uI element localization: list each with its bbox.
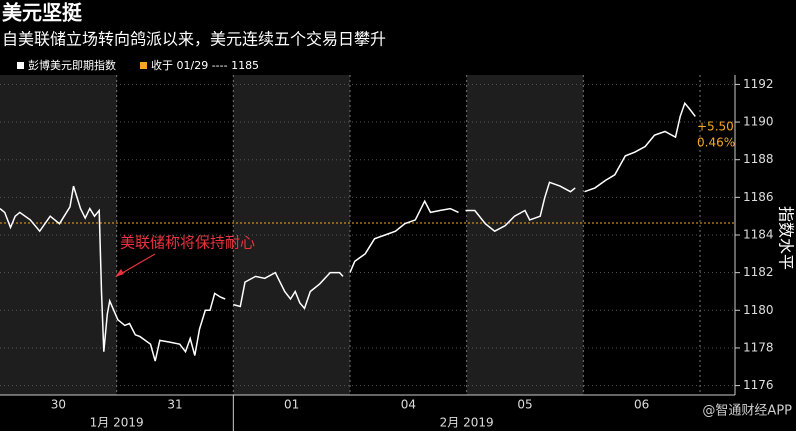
- legend-label: 彭博美元即期指数: [28, 58, 116, 72]
- x-tick-label: 05: [517, 398, 532, 412]
- annotation-arrowhead: [115, 269, 124, 277]
- y-tick-label: 1190: [743, 115, 774, 129]
- y-tick-label: 1176: [743, 378, 774, 392]
- legend-label: 收于 01/29 ---- 1185: [151, 58, 259, 72]
- chart-title: 美元坚挺: [2, 1, 83, 25]
- y-tick-label: 1178: [743, 340, 774, 354]
- month-label: 1月 2019: [90, 416, 144, 430]
- watermark: @智通财经APP: [702, 404, 792, 419]
- x-tick-label: 30: [51, 398, 66, 412]
- x-tick-label: 01: [284, 398, 299, 412]
- y-axis-title: 指数水平: [777, 206, 796, 270]
- x-tick-label: 04: [401, 398, 416, 412]
- series-line: [0, 101, 696, 362]
- annotation-arrow: [116, 253, 156, 277]
- legend-swatch: [140, 62, 147, 69]
- chart-subtitle: 自美联储立场转向鸽派以来，美元连续五个交易日攀升: [2, 30, 386, 49]
- month-label: 2月 2019: [440, 416, 494, 430]
- y-tick-label: 1182: [743, 265, 774, 279]
- y-tick-label: 1180: [743, 303, 774, 317]
- x-tick-label: 31: [167, 398, 182, 412]
- change-label: 0.46%: [697, 136, 735, 150]
- legend-swatch: [17, 62, 24, 69]
- y-tick-label: 1184: [743, 228, 774, 242]
- annotation: 美联储称将保持耐心: [120, 234, 255, 252]
- y-tick-label: 1188: [743, 152, 774, 166]
- day-band: [0, 75, 117, 395]
- y-tick-label: 1192: [743, 77, 774, 91]
- y-tick-label: 1186: [743, 190, 774, 204]
- x-tick-label: 06: [634, 398, 649, 412]
- change-label: +5.50: [697, 120, 734, 134]
